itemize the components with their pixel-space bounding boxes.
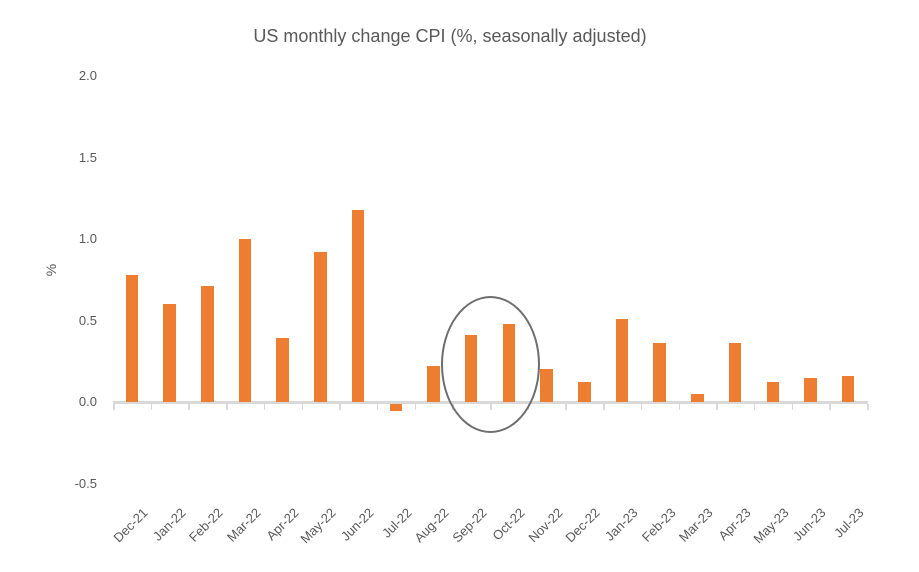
x-axis-tick [716,403,718,410]
y-tick-label: 2.0 [78,68,97,83]
y-axis-title: % [43,263,60,277]
x-axis-tick [603,403,605,410]
x-axis-tick [226,403,228,410]
bar-Dec-22 [578,382,591,402]
bar-May-22 [314,252,327,402]
y-tick-label: 1.0 [78,231,97,246]
bar-Jan-23 [615,318,629,402]
y-tick-label: 0.5 [78,312,97,328]
bar-Jun-23 [804,377,817,402]
chart-title: US monthly change CPI (%, seasonally adj… [253,26,647,46]
x-axis-tick [113,403,115,410]
x-axis-tick [791,403,794,410]
bar-Feb-22 [201,286,214,402]
bar-Nov-22 [540,369,553,402]
x-axis-tick [263,403,266,410]
bar-Jul-22 [389,404,402,411]
x-axis-tick [640,403,643,410]
y-tick-label: 0.0 [78,394,97,409]
bar-Jul-23 [841,375,855,402]
bar-Mar-22 [238,239,252,402]
x-axis-tick [188,403,190,410]
x-axis-tick [376,403,379,410]
bar-Apr-22 [276,338,289,402]
y-tick-label: -0.5 [74,475,97,491]
x-axis-tick [867,403,869,410]
ellipse-annotation [440,296,540,433]
bar-Apr-23 [728,343,742,402]
x-axis-tick [829,403,831,410]
x-axis-tick [678,403,680,410]
bar-Mar-23 [691,393,704,402]
x-axis-tick [339,403,341,410]
x-axis-tick [301,403,303,410]
y-tick-label: 1.5 [78,149,97,165]
x-axis-tick [565,403,567,410]
bar-Jun-22 [351,209,365,402]
bar-Aug-22 [427,366,440,402]
x-axis-tick [150,403,153,410]
bar-Jan-22 [163,304,176,402]
bar-May-23 [766,382,779,402]
x-axis-tick [753,403,756,410]
bar-Feb-23 [653,343,666,402]
x-axis-tick [414,403,417,410]
bar-Dec-21 [125,274,139,402]
